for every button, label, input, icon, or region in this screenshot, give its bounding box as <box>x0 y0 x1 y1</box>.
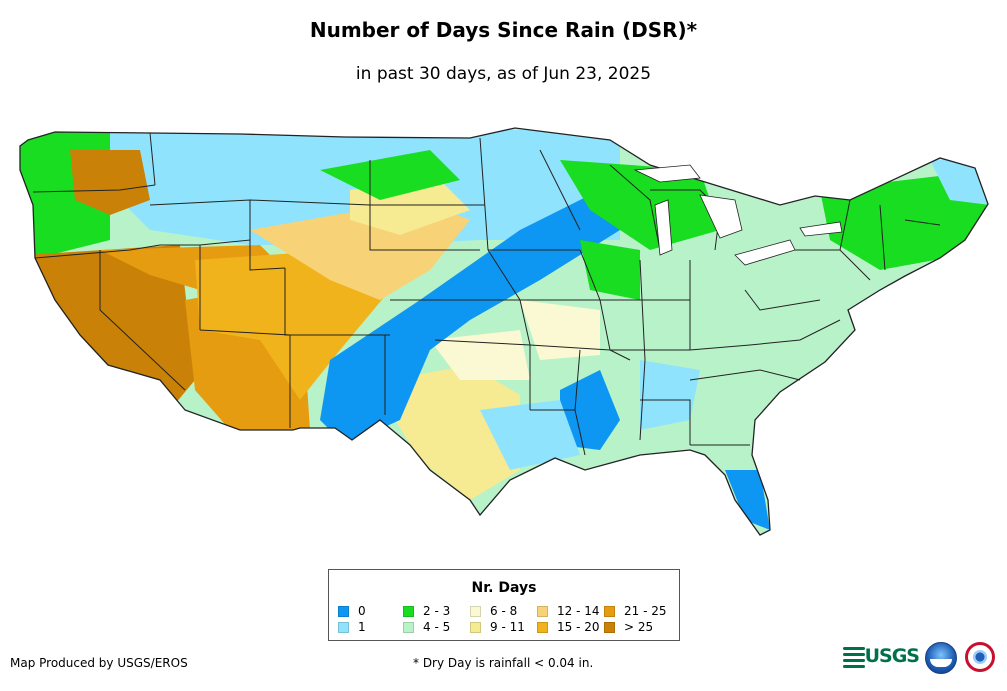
legend-item-5: 9 - 11 <box>470 620 525 634</box>
legend-swatch <box>470 605 481 617</box>
legend-item-6: 12 - 14 <box>537 604 600 618</box>
map-subtitle: in past 30 days, as of Jun 23, 2025 <box>355 64 652 84</box>
legend-swatch <box>403 605 414 617</box>
legend-item-0: 0 <box>338 604 366 618</box>
nws-logo-icon <box>965 642 995 672</box>
legend-label: 0 <box>358 604 366 618</box>
legend-label: > 25 <box>624 620 654 634</box>
map-title: Number of Days Since Rain (DSR)* <box>309 18 698 42</box>
legend-label: 4 - 5 <box>423 620 451 634</box>
dsr-color-regions <box>20 128 988 535</box>
legend-title: Nr. Days <box>471 580 537 596</box>
legend-swatch <box>470 621 481 633</box>
usgs-logo-text: USGS <box>864 645 920 667</box>
legend-item-4: 6 - 8 <box>470 604 517 618</box>
legend-label: 1 <box>358 620 366 634</box>
legend-swatch <box>403 621 414 633</box>
legend-item-7: 15 - 20 <box>537 620 600 634</box>
legend-swatch <box>537 605 548 617</box>
legend-swatch <box>537 621 548 633</box>
legend-swatch <box>338 621 349 633</box>
legend-label: 9 - 11 <box>490 620 525 634</box>
legend-label: 2 - 3 <box>423 604 451 618</box>
legend-label: 21 - 25 <box>624 604 667 618</box>
legend-swatch <box>604 605 615 617</box>
legend-swatch <box>338 605 349 617</box>
legend-item-1: 1 <box>338 620 366 634</box>
legend-label: 12 - 14 <box>557 604 600 618</box>
noaa-logo-icon <box>925 642 957 674</box>
us-dsr-map <box>19 127 989 536</box>
legend: Nr. Days 0 1 2 - 3 4 - 5 6 - 8 9 - 11 12… <box>328 569 680 641</box>
legend-item-3: 4 - 5 <box>403 620 450 634</box>
great-lakes <box>633 164 843 266</box>
legend-item-8: 21 - 25 <box>604 604 667 618</box>
legend-item-2: 2 - 3 <box>403 604 450 618</box>
map-credit: Map Produced by USGS/EROS <box>10 656 188 670</box>
usgs-logo-icon: USGS <box>843 641 920 671</box>
legend-label: 15 - 20 <box>557 620 600 634</box>
legend-label: 6 - 8 <box>490 604 518 618</box>
legend-item-9: > 25 <box>604 620 653 634</box>
usgs-wave-icon <box>843 645 865 668</box>
dry-day-footnote: * Dry Day is rainfall < 0.04 in. <box>413 656 594 670</box>
legend-swatch <box>604 621 615 633</box>
